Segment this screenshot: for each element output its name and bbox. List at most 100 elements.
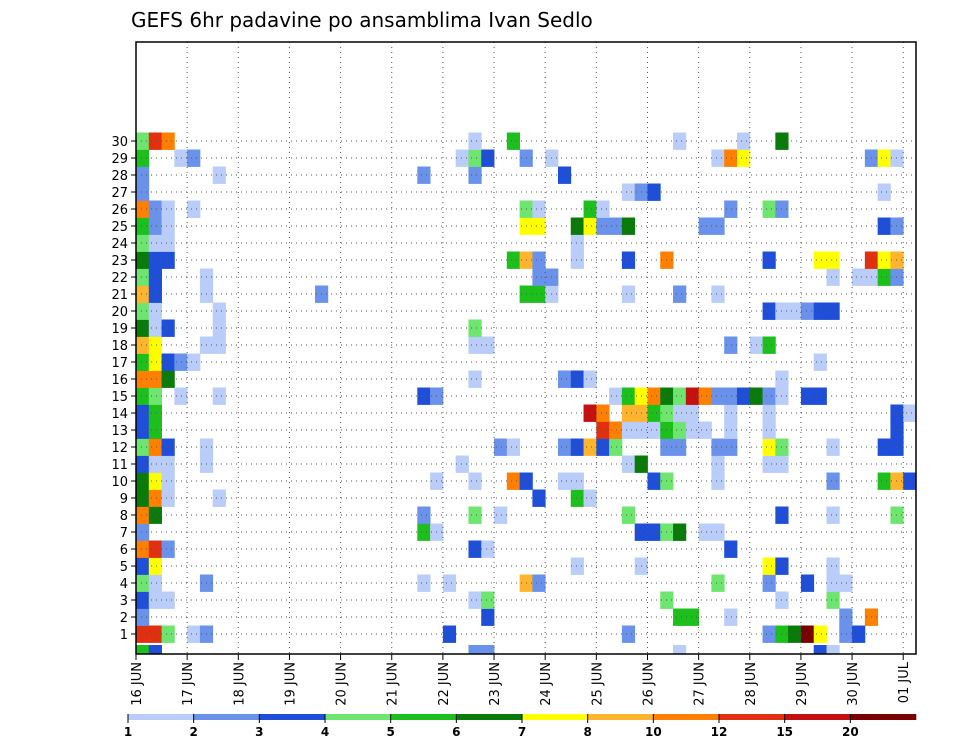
heatmap-cell: [570, 557, 584, 575]
heatmap-cell: [481, 336, 495, 354]
heatmap-cell: [762, 251, 776, 269]
heatmap-cell: [877, 472, 891, 490]
heatmap-cell: [136, 472, 150, 490]
heatmap-cell: [148, 217, 162, 235]
heatmap-cell: [506, 132, 521, 150]
heatmap-cell: [557, 472, 572, 490]
heatmap-cell: [148, 285, 162, 303]
heatmap-cell: [136, 574, 150, 592]
heatmap-cell: [570, 251, 584, 269]
heatmap-cell: [148, 625, 162, 643]
heatmap-cell: [877, 438, 891, 456]
heatmap-cell: [136, 251, 150, 269]
heatmap-cell: [136, 438, 150, 456]
heatmap-cell: [212, 387, 226, 405]
heatmap-cell: [877, 183, 891, 201]
heatmap-cell: [903, 472, 917, 490]
heatmap-cell: [187, 149, 201, 167]
heatmap-cell: [532, 574, 546, 592]
legend-swatch: [784, 714, 851, 720]
heatmap-cell: [647, 387, 661, 405]
heatmap-cell: [673, 608, 687, 626]
heatmap-cell: [148, 404, 162, 422]
heatmap-cell: [136, 404, 150, 422]
heatmap-cell: [136, 268, 150, 286]
legend-swatch: [325, 714, 391, 720]
heatmap-cell: [532, 268, 546, 286]
heatmap-cell: [417, 506, 431, 524]
legend-swatch: [850, 714, 917, 720]
heatmap-cell: [800, 625, 815, 643]
y-tick-label: 26: [111, 203, 128, 218]
heatmap-cell: [621, 217, 636, 235]
heatmap-cell: [532, 200, 546, 218]
heatmap-cell: [161, 455, 175, 473]
heatmap-cell: [136, 336, 150, 354]
heatmap-cell: [212, 319, 226, 337]
heatmap-cell: [609, 438, 623, 456]
heatmap-cell: [724, 540, 738, 558]
heatmap-cell: [826, 268, 840, 286]
heatmap-cell: [481, 608, 495, 626]
heatmap-cell: [890, 217, 904, 235]
heatmap-cell: [148, 557, 162, 575]
heatmap-cell: [698, 217, 712, 235]
heatmap-cell: [621, 455, 636, 473]
heatmap-cell: [161, 132, 175, 150]
heatmap-cell: [532, 251, 546, 269]
heatmap-cell: [161, 370, 175, 388]
heatmap-cell: [762, 421, 776, 439]
heatmap-cell: [698, 421, 712, 439]
heatmap-cell: [136, 625, 150, 643]
heatmap-cell: [698, 523, 712, 541]
legend-label: 4: [321, 725, 329, 739]
heatmap-cell: [826, 472, 840, 490]
heatmap-cell: [813, 353, 827, 371]
legend-swatch: [390, 714, 457, 720]
legend-swatch: [259, 714, 326, 720]
heatmap-cell: [161, 489, 175, 507]
heatmap-cell: [417, 387, 431, 405]
heatmap-cell: [148, 200, 162, 218]
heatmap-cell: [187, 353, 201, 371]
heatmap-cell: [148, 506, 162, 524]
heatmap-cell: [647, 183, 661, 201]
heatmap-cell: [136, 591, 150, 609]
heatmap-cell: [148, 472, 162, 490]
heatmap-cell: [890, 421, 904, 439]
heatmap-cell: [609, 387, 623, 405]
y-tick-label: 9: [120, 492, 128, 507]
heatmap-cell: [161, 438, 175, 456]
heatmap-cell: [826, 645, 840, 654]
y-tick-label: 30: [111, 135, 128, 150]
y-tick-label: 28: [111, 169, 128, 184]
heatmap-cell: [161, 217, 175, 235]
heatmap-cell: [557, 370, 572, 388]
heatmap-cell: [596, 438, 610, 456]
heatmap-cell: [596, 404, 610, 422]
heatmap-cell: [174, 387, 188, 405]
heatmap-cell: [148, 336, 162, 354]
heatmap-cell: [724, 387, 738, 405]
y-tick-label: 22: [111, 271, 128, 286]
heatmap-cell: [877, 268, 891, 286]
y-tick-label: 11: [111, 458, 128, 473]
heatmap-cell: [621, 251, 636, 269]
heatmap-cell: [532, 285, 546, 303]
heatmap-cell: [148, 268, 162, 286]
y-tick-label: 20: [111, 305, 128, 320]
heatmap-cell: [442, 625, 457, 643]
heatmap-cell: [136, 608, 150, 626]
heatmap-cell: [506, 438, 521, 456]
heatmap-cell: [136, 540, 150, 558]
heatmap-cell: [724, 404, 738, 422]
heatmap-cell: [136, 387, 150, 405]
legend-label: 8: [583, 725, 591, 739]
heatmap-cell: [583, 404, 597, 422]
x-tick-label: 29 JUN: [795, 662, 810, 706]
heatmap-cell: [570, 370, 584, 388]
heatmap-cell: [852, 268, 866, 286]
heatmap-cell: [890, 438, 904, 456]
heatmap-cell: [813, 387, 827, 405]
heatmap-cell: [583, 370, 597, 388]
